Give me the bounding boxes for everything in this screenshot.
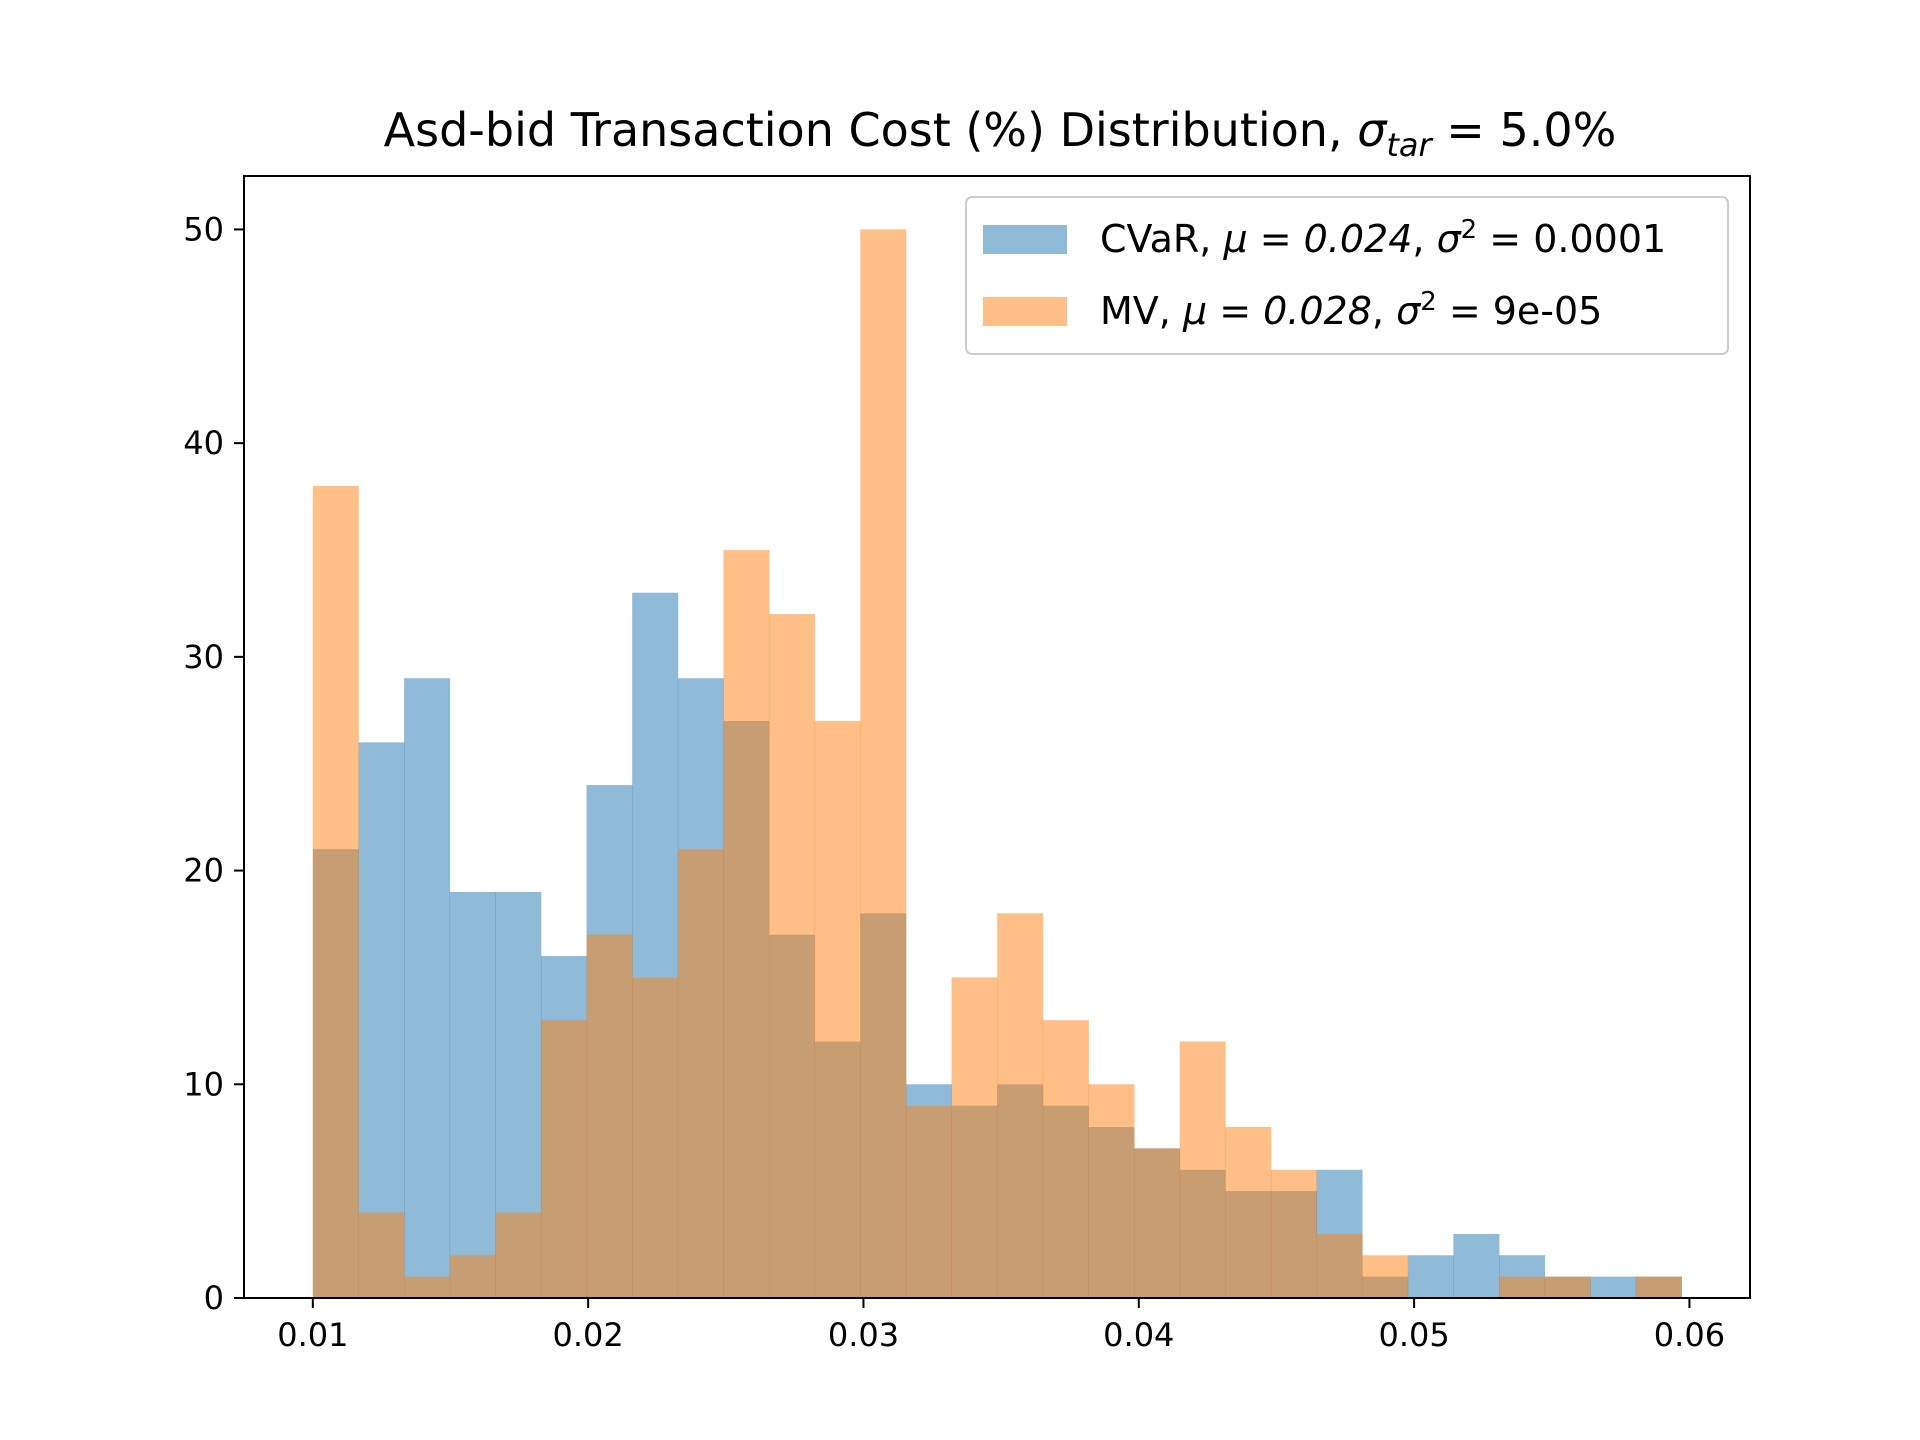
x-tick-label-4: 0.05	[1378, 1316, 1449, 1354]
bar-mv-9	[723, 550, 770, 1298]
bar-mv-19	[1179, 1041, 1226, 1298]
bar-cvar-24	[1407, 1255, 1454, 1298]
bar-cvar-25	[1453, 1233, 1500, 1298]
x-tick-label-3: 0.04	[1103, 1316, 1174, 1354]
y-tick-label-4: 40	[183, 424, 224, 462]
bar-mv-23	[1362, 1255, 1409, 1298]
legend-swatch-cvar	[983, 225, 1067, 254]
bar-mv-5	[540, 1020, 587, 1298]
bar-mv-27	[1544, 1276, 1591, 1298]
bar-mv-12	[860, 229, 907, 1298]
title-sigma: σ	[1357, 103, 1388, 157]
x-tick-label-2: 0.03	[828, 1316, 899, 1354]
bar-mv-3	[449, 1255, 496, 1298]
plot-area-frame	[243, 175, 1751, 1299]
title-prefix: Asd-bid Transaction Cost (%) Distributio…	[384, 103, 1358, 157]
legend: CVaR, μ = 0.024, σ2 = 0.0001 MV, μ = 0.0…	[965, 196, 1729, 355]
x-tick-label-1: 0.02	[553, 1316, 624, 1354]
bar-cvar-28	[1590, 1276, 1637, 1298]
bar-mv-29	[1635, 1276, 1682, 1298]
legend-label-cvar: CVaR, μ = 0.024, σ2 = 0.0001	[1100, 215, 1666, 261]
bar-mv-7	[632, 977, 679, 1298]
y-tick-label-1: 10	[183, 1065, 224, 1103]
bar-mv-6	[586, 934, 633, 1298]
bar-mv-2	[404, 1276, 451, 1298]
bar-mv-20	[1225, 1127, 1272, 1298]
x-tick-label-5: 0.06	[1654, 1316, 1725, 1354]
histogram-bars	[312, 229, 1682, 1298]
bar-cvar-2	[404, 678, 451, 1298]
y-tick-label-2: 20	[183, 852, 224, 890]
y-tick-label-0: 0	[204, 1279, 224, 1317]
y-tick-label-3: 30	[183, 638, 224, 676]
axis-ticks: 0.01 0.02 0.03 0.04 0.05 0.06 0 10 20 30 40 50	[183, 210, 1725, 1354]
title-suffix: = 5.0%	[1432, 103, 1617, 157]
chart-title: Asd-bid Transaction Cost (%) Distributio…	[384, 103, 1617, 164]
bar-mv-26	[1499, 1276, 1546, 1298]
series-mv	[312, 229, 1682, 1298]
bar-cvar-1	[358, 742, 405, 1298]
bar-mv-1	[358, 1212, 405, 1298]
bar-mv-0	[312, 485, 359, 1298]
bar-mv-22	[1316, 1233, 1363, 1298]
bar-mv-15	[997, 913, 1044, 1298]
bar-mv-13	[905, 1105, 952, 1298]
y-tick-label-5: 50	[183, 210, 224, 248]
legend-box	[965, 196, 1729, 355]
x-tick-label-0: 0.01	[277, 1316, 348, 1354]
bar-mv-14	[951, 977, 998, 1298]
bar-mv-18	[1134, 1148, 1181, 1298]
bar-mv-17	[1088, 1084, 1135, 1298]
bar-mv-21	[1270, 1169, 1317, 1298]
bar-mv-4	[495, 1212, 542, 1298]
bar-cvar-3	[449, 891, 496, 1298]
bar-mv-10	[769, 614, 816, 1298]
bar-mv-11	[814, 720, 861, 1298]
bar-mv-16	[1042, 1020, 1089, 1298]
legend-swatch-mv	[983, 297, 1067, 326]
bar-mv-8	[677, 849, 724, 1298]
legend-label-mv: MV, μ = 0.028, σ2 = 9e-05	[1100, 287, 1602, 333]
title-subscript: tar	[1386, 126, 1433, 164]
